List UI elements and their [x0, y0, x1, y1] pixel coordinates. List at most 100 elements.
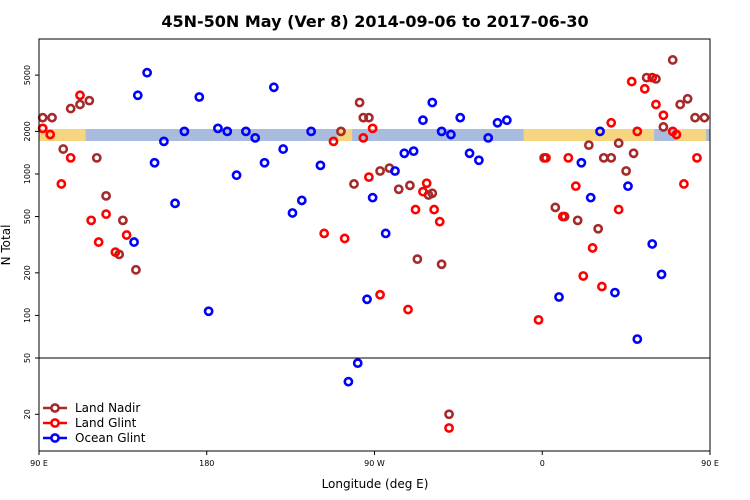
data-point: [427, 97, 438, 108]
data-point: [259, 157, 270, 168]
land-band: [676, 129, 707, 141]
data-point: [628, 148, 639, 159]
data-point: [194, 92, 205, 102]
data-point: [613, 204, 624, 215]
data-point: [399, 148, 410, 159]
data-point: [626, 76, 637, 87]
data-point: [296, 195, 307, 206]
data-point: [699, 112, 710, 123]
data-point: [380, 228, 391, 239]
y-axis-title: N Total: [0, 225, 13, 266]
data-point: [37, 112, 48, 123]
data-point: [47, 112, 57, 123]
data-point: [375, 166, 385, 176]
data-point: [410, 204, 421, 215]
data-point: [170, 198, 180, 209]
data-point: [656, 269, 667, 280]
y-tick-label: 50: [23, 353, 32, 363]
y-axis: 20 50 100 200 500 1000 2000 5000: [23, 65, 39, 419]
data-point: [690, 112, 700, 123]
data-point: [587, 243, 598, 253]
data-point: [56, 179, 67, 189]
data-point: [367, 192, 378, 203]
x-tick-label: 0: [540, 459, 545, 468]
data-point: [213, 123, 223, 134]
data-point: [101, 209, 111, 220]
data-point: [65, 103, 76, 114]
data-point: [427, 188, 438, 199]
data-point: [367, 123, 378, 134]
data-point: [390, 166, 400, 176]
data-point: [593, 223, 604, 234]
data-point: [464, 148, 475, 159]
series-land-nadir: [37, 55, 710, 420]
x-tick-label: 180: [199, 459, 214, 468]
y-tick-label: 1000: [23, 164, 32, 184]
data-point: [613, 138, 624, 149]
data-point: [45, 129, 56, 140]
plot-area: [38, 38, 711, 452]
data-point: [671, 129, 682, 140]
data-point: [473, 155, 484, 166]
data-point: [550, 202, 561, 213]
data-point: [533, 314, 544, 325]
data-point: [142, 67, 153, 78]
data-point: [86, 215, 97, 226]
y-tick-label: 2000: [23, 121, 32, 141]
data-point: [418, 186, 428, 197]
data-point: [557, 211, 568, 222]
data-point: [306, 126, 317, 137]
data-point: [37, 123, 48, 134]
data-point: [446, 129, 456, 140]
data-point: [563, 152, 574, 163]
land-band: [523, 129, 655, 141]
data-point: [554, 292, 564, 302]
y-tick-label: 100: [23, 308, 32, 323]
data-point: [328, 136, 339, 147]
data-point: [675, 99, 686, 110]
data-point: [647, 72, 658, 83]
x-tick-label: 90 E: [701, 459, 719, 468]
map-strip: [39, 129, 710, 141]
legend-marker: [50, 403, 60, 413]
data-point: [240, 126, 251, 137]
data-point: [576, 157, 587, 168]
data-point: [65, 152, 76, 163]
data-point: [596, 281, 607, 292]
data-point: [412, 254, 423, 265]
data-point: [595, 126, 605, 137]
data-point: [583, 140, 594, 150]
legend-label: Land Glint: [75, 416, 137, 430]
data-point: [287, 208, 298, 218]
data-point: [436, 259, 447, 270]
data-point: [110, 247, 121, 258]
data-point: [203, 306, 214, 317]
data-point: [158, 136, 169, 147]
data-point: [623, 181, 633, 192]
data-point: [149, 157, 160, 168]
data-point: [91, 152, 102, 163]
legend-label: Ocean Glint: [75, 431, 146, 445]
data-point: [405, 180, 415, 191]
data-point: [278, 144, 289, 154]
data-point: [606, 152, 617, 163]
data-point: [319, 228, 330, 239]
data-point: [403, 304, 413, 315]
data-point: [429, 204, 440, 215]
y-tick-label: 5000: [23, 65, 32, 85]
legend-label: Land Nadir: [75, 401, 140, 415]
chart-title: 45N-50N May (Ver 8) 2014-09-06 to 2017-0…: [161, 12, 588, 31]
data-point: [444, 423, 454, 433]
data-point: [647, 239, 658, 249]
y-tick-label: 500: [23, 209, 32, 224]
data-point: [250, 132, 261, 143]
x-axis: 90 E 180 90 W 0 90 E: [30, 451, 719, 468]
data-point: [58, 144, 69, 154]
data-point: [222, 126, 233, 137]
data-point: [352, 358, 363, 369]
legend-marker: [50, 433, 60, 443]
data-point: [585, 192, 596, 203]
data-point: [570, 181, 581, 192]
